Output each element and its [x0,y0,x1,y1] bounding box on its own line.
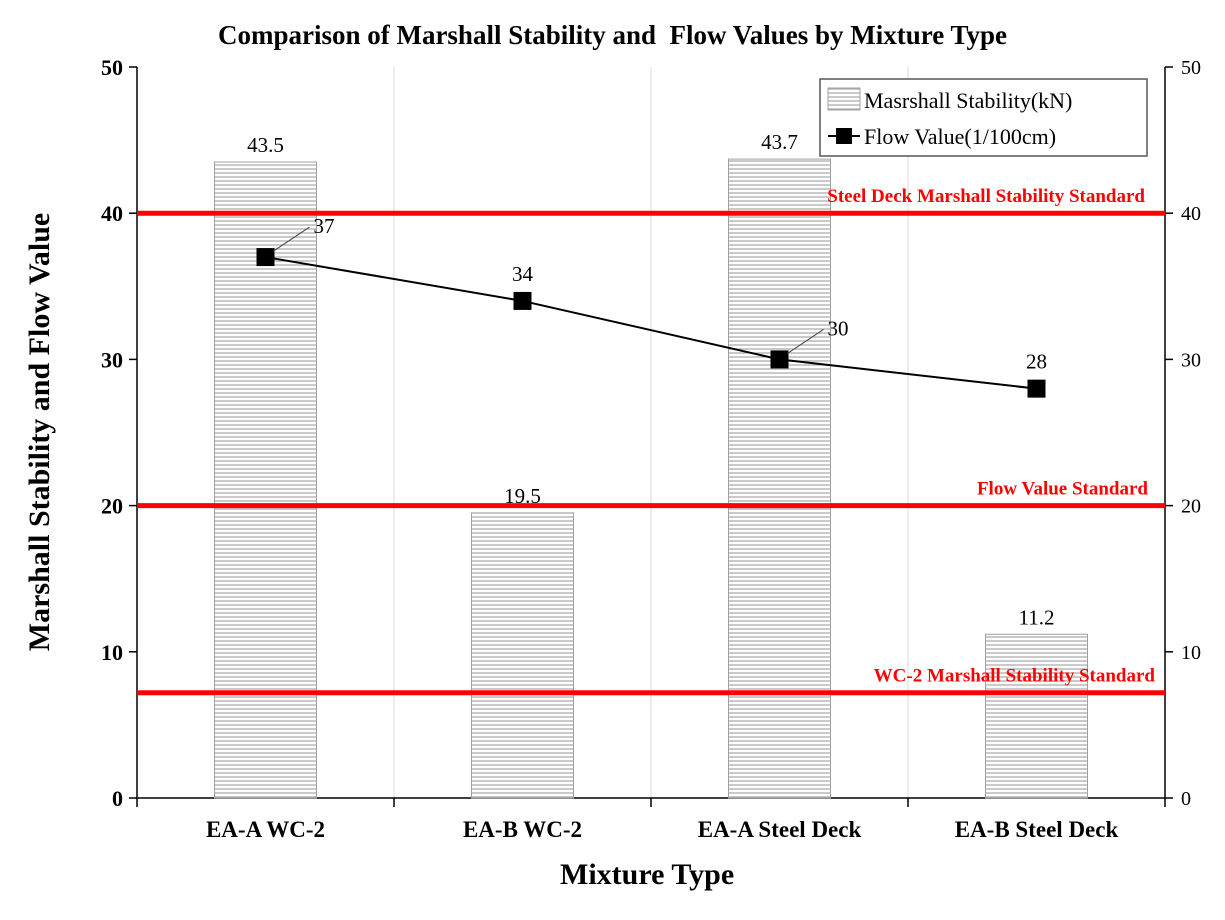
bar [985,633,1088,799]
bar [471,512,574,799]
flow-marker [513,291,532,310]
reference-line-label: WC-2 Marshall Stability Standard [874,666,1156,687]
y2-tick-label: 10 [1181,642,1201,664]
y-tick-label: 30 [101,347,123,372]
bar-data-label: 11.2 [1019,605,1055,629]
y2-tick-label: 40 [1181,203,1201,225]
legend-label: Masrshall Stability(kN) [864,88,1072,113]
flow-data-label: 30 [828,316,849,340]
reference-line-label: Flow Value Standard [977,479,1148,500]
flow-data-label: 34 [512,262,534,286]
chart-title: Comparison of Marshall Stability and Flo… [217,20,1008,50]
flow-marker [1027,379,1046,398]
x-tick-label: EA-B WC-2 [463,817,582,842]
bar [728,158,831,799]
y-tick-label: 20 [101,494,123,519]
y-axis-title: Marshall Stability and Flow Value [23,212,56,652]
flow-data-label: 37 [314,214,335,238]
y-tick-label: 10 [101,640,123,665]
y2-tick-label: 20 [1181,496,1201,518]
y-tick-label: 40 [101,201,123,226]
flow-series-line [265,256,1037,390]
flow-label-leader [273,226,310,252]
y2-tick-label: 0 [1181,788,1191,810]
legend-label: Flow Value(1/100cm) [864,124,1056,149]
y-tick-label: 50 [101,55,123,80]
bar-data-label: 43.7 [761,130,798,154]
x-axis-title: Mixture Type [560,858,735,891]
x-tick-label: EA-A Steel Deck [698,817,862,842]
legend-box [819,78,1148,157]
flow-marker [256,248,275,267]
legend-marker-swatch [836,128,852,144]
flow-data-label: 28 [1026,350,1047,374]
bar-data-label: 43.5 [247,133,284,157]
x-tick-label: EA-B Steel Deck [955,817,1119,842]
reference-line-label: Steel Deck Marshall Stability Standard [827,186,1145,207]
y2-tick-label: 50 [1181,57,1201,79]
flow-label-leader [787,328,824,354]
y-tick-label: 0 [112,786,123,811]
flow-marker [770,350,789,369]
legend-bar-swatch [827,87,861,111]
x-tick-label: EA-A WC-2 [206,817,325,842]
y2-tick-label: 30 [1181,349,1201,371]
